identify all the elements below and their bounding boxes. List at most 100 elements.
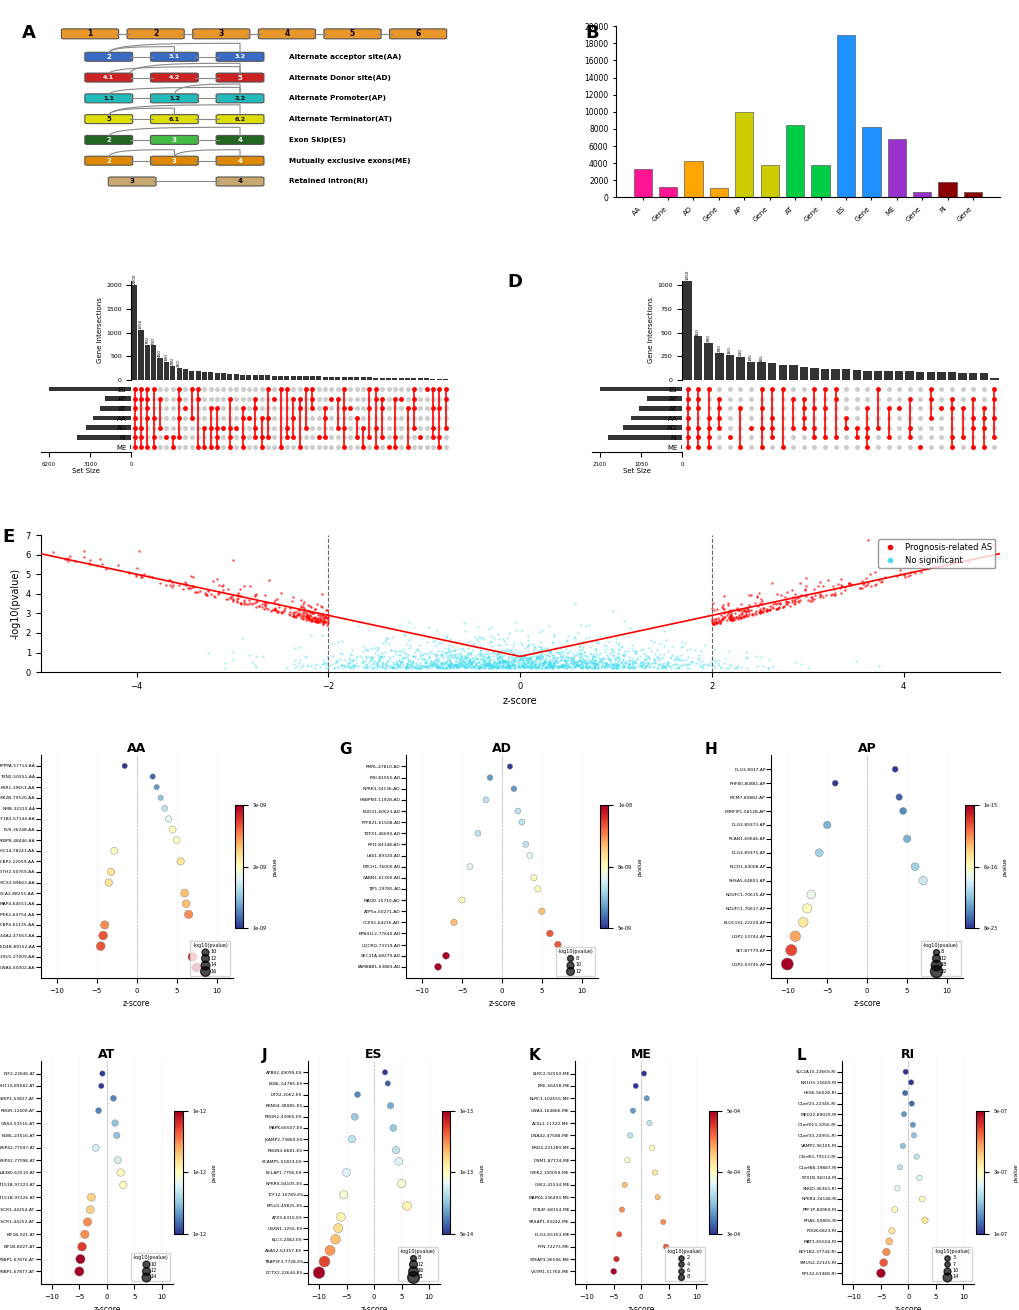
Bar [714, 352, 722, 380]
Point [419, 658, 435, 679]
Point [545, 647, 561, 668]
Point [298, 607, 314, 627]
Point [499, 646, 516, 667]
Point [491, 652, 507, 673]
Text: Retained intron(RI): Retained intron(RI) [289, 178, 368, 185]
Point [468, 629, 484, 650]
Point [536, 648, 552, 669]
Point [179, 578, 196, 599]
Point [519, 651, 535, 672]
Point [425, 643, 441, 664]
Point [423, 654, 439, 675]
Point [519, 656, 535, 677]
Point [457, 646, 473, 667]
Point [754, 655, 770, 676]
Point [640, 646, 656, 667]
Point [558, 658, 575, 679]
Point [473, 651, 489, 672]
Point [345, 656, 362, 677]
Point [418, 656, 434, 677]
Bar [151, 346, 156, 380]
Point [303, 624, 319, 645]
Point [265, 600, 281, 621]
Point [110, 554, 126, 575]
Point [599, 654, 615, 675]
Point [437, 645, 453, 665]
Point [536, 658, 552, 679]
Point [315, 613, 331, 634]
Point [56, 549, 72, 570]
Point [373, 642, 389, 663]
Point [490, 647, 506, 668]
Point [519, 650, 535, 671]
Point [501, 656, 518, 677]
Point [606, 652, 623, 673]
Point [447, 633, 464, 654]
Point [859, 529, 875, 550]
Point [541, 651, 557, 672]
Point [725, 608, 741, 629]
Point [302, 601, 318, 622]
Point [549, 642, 566, 663]
Point [453, 638, 470, 659]
Point [495, 639, 512, 660]
FancyBboxPatch shape [389, 29, 446, 39]
Point [430, 648, 446, 669]
Point [774, 596, 791, 617]
Point [484, 645, 500, 665]
Point [621, 655, 637, 676]
Point [520, 630, 536, 651]
Point [802, 587, 818, 608]
Point [712, 656, 729, 677]
Point [500, 654, 517, 675]
Point [465, 639, 481, 660]
Point [156, 798, 172, 819]
Point [342, 658, 359, 679]
Point [493, 658, 510, 679]
Bar [373, 377, 378, 380]
Point [499, 656, 516, 677]
Point [862, 575, 878, 596]
Point [516, 654, 532, 675]
Point [628, 648, 644, 669]
Point [416, 648, 432, 669]
Point [460, 631, 476, 652]
Point [637, 652, 653, 673]
Point [435, 658, 451, 679]
Point [521, 655, 537, 676]
Point [527, 650, 543, 671]
Point [767, 583, 784, 604]
Point [292, 595, 309, 616]
Point [505, 643, 522, 664]
Point [309, 593, 325, 614]
Point [405, 652, 421, 673]
Point [711, 613, 728, 634]
Point [798, 897, 814, 918]
Point [574, 646, 590, 667]
Bar [841, 369, 850, 380]
Point [705, 599, 721, 620]
Point [737, 600, 753, 621]
Point [728, 656, 744, 677]
Bar [760, 165, 779, 198]
Point [475, 654, 491, 675]
Point [738, 642, 754, 663]
Point [826, 582, 843, 603]
Point [502, 658, 519, 679]
Point [440, 656, 457, 677]
Point [488, 647, 504, 668]
Bar [947, 372, 955, 380]
Point [429, 655, 445, 676]
Point [751, 603, 767, 624]
Point [607, 627, 624, 648]
Point [471, 658, 487, 679]
Point [501, 647, 518, 668]
Point [481, 654, 497, 675]
Point [668, 654, 685, 675]
Point [331, 648, 347, 669]
Point [761, 600, 777, 621]
Point [550, 656, 567, 677]
Point [436, 642, 452, 663]
Point [152, 787, 168, 808]
Point [474, 645, 490, 665]
